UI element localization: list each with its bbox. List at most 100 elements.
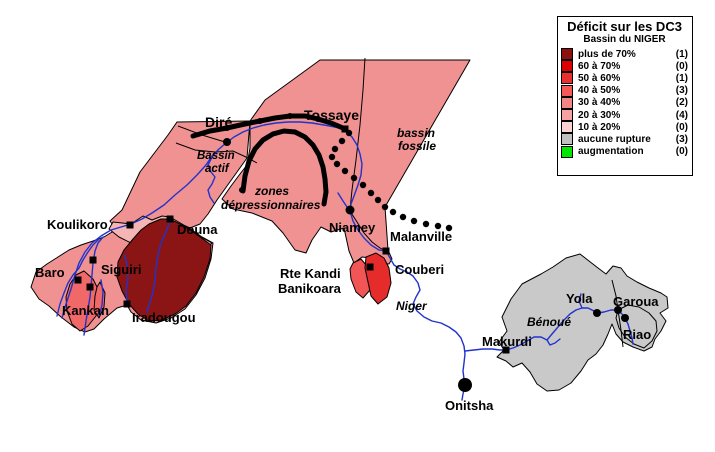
- river-benoue-tributary: [546, 338, 561, 346]
- city-dot-garoua: [614, 306, 622, 314]
- city-label-couberi: Couberi: [395, 262, 444, 277]
- city-dot-makurdi: [502, 346, 510, 354]
- label-bassin-fossile-line1: bassin: [397, 126, 435, 140]
- river-tributary-east: [124, 254, 129, 303]
- legend-count: (3): [675, 85, 688, 97]
- legend-row: 30 à 40% (2): [561, 96, 688, 109]
- city-dot-couberi: [366, 263, 374, 271]
- legend-label: 20 à 30%: [578, 109, 621, 121]
- legend-label: plus de 70%: [578, 48, 636, 60]
- city-label-koulikoro: Koulikoro: [47, 217, 108, 232]
- legend-swatch-60-70-icon: [561, 60, 573, 73]
- legend-count: (3): [675, 133, 688, 145]
- legend-swatch-30-40-icon: [561, 96, 573, 109]
- legend-label: 60 à 70%: [578, 60, 621, 72]
- route-label-line1: Rte Kandi: [280, 266, 341, 281]
- legend-swatch-50-60-icon: [561, 72, 573, 85]
- boundary-tossaye-niamey: [349, 57, 366, 211]
- legend-subtitle: Bassin du NIGER: [583, 34, 666, 45]
- label-river-benoue: Bénoué: [527, 315, 571, 329]
- limit-arc-depression-zones: [240, 128, 329, 207]
- city-dot-yola: [593, 309, 601, 317]
- city-label-tossaye: Tossaye: [304, 107, 359, 123]
- legend-count: (4): [675, 109, 688, 121]
- label-bassin-actif-line2: actif: [205, 163, 230, 175]
- region-siguiri-deficit-70: [116, 218, 212, 322]
- city-label-douna: Douna: [177, 222, 218, 237]
- river-niger-main: [61, 121, 466, 401]
- legend-row: aucune rupture (3): [561, 133, 688, 146]
- city-label-malanville: Malanville: [390, 229, 452, 244]
- city-dot-siguiri: [89, 256, 97, 264]
- route-label-line2: Banikoara: [278, 281, 342, 296]
- city-label-kankan: Kankan: [62, 303, 109, 318]
- city-dot-douna: [166, 215, 174, 223]
- city-markers: [74, 125, 629, 392]
- legend-label: augmentation: [578, 146, 644, 158]
- river-dire-lakes: [207, 149, 219, 204]
- city-dot-koulikoro: [126, 221, 134, 229]
- legend-swatch-augmentation-icon: [561, 145, 573, 158]
- label-zones-line2: dépressionnaires: [221, 198, 321, 212]
- city-label-niamey: Niamey: [329, 220, 376, 235]
- benoue-internal-boundary-riao: [615, 304, 658, 349]
- legend-count: (0): [675, 121, 688, 133]
- legend-row: 20 à 30% (4): [561, 109, 688, 122]
- city-dot-malanville: [382, 247, 390, 255]
- legend-row: 40 à 50% (3): [561, 84, 688, 97]
- city-dot-riao: [621, 314, 629, 322]
- legend-title: Déficit sur les DC3: [567, 19, 682, 34]
- city-dot-dire: [223, 138, 231, 146]
- city-labels: Diré Tossaye Koulikoro Douna Baro Siguir…: [35, 107, 659, 413]
- legend-row: plus de 70% (1): [561, 48, 688, 61]
- city-label-makurdi: Makurdi: [482, 334, 532, 349]
- legend-row: augmentation (0): [561, 145, 688, 158]
- region-active-basin-band: [109, 120, 251, 232]
- legend-swatch-no-rupture-icon: [561, 133, 573, 146]
- city-dot-tossaye: [341, 125, 349, 133]
- limit-dotted-line: [224, 113, 453, 232]
- city-label-riao: Riao: [623, 327, 651, 342]
- city-label-baro: Baro: [35, 265, 65, 280]
- city-dot-baro: [74, 276, 82, 284]
- boundary-niamey-malanville: [349, 210, 387, 252]
- legend-row: 60 à 70% (0): [561, 60, 688, 73]
- limit-line-dire-tossaye: [190, 113, 346, 139]
- legend-row: 50 à 60% (1): [561, 72, 688, 85]
- geo-annotations: Bassin actif zones dépressionnaires bass…: [197, 126, 571, 329]
- legend-swatch-40-50-icon: [561, 84, 573, 97]
- city-dot-onitsha: [458, 378, 472, 392]
- legend-box: Déficit sur les DC3 Bassin du NIGER plus…: [557, 16, 693, 176]
- legend-label: 10 à 20%: [578, 121, 621, 133]
- region-middle-niger-basin: [221, 59, 471, 265]
- legend-label: 40 à 50%: [578, 85, 621, 97]
- city-label-yola: Yola: [566, 291, 593, 306]
- region-benoue-basin: [496, 253, 669, 392]
- label-bassin-actif-line1: Bassin: [197, 150, 235, 162]
- river-milo-kankan: [83, 236, 104, 336]
- legend-row: 10 à 20% (0): [561, 121, 688, 134]
- city-label-dire: Diré: [205, 114, 232, 130]
- legend-swatch-70plus-icon: [561, 48, 573, 61]
- legend-label: 30 à 40%: [578, 97, 621, 109]
- river-tributary-kankan-east: [98, 279, 104, 317]
- city-dot-iradougou: [123, 300, 131, 308]
- legend-count: (1): [675, 72, 688, 84]
- legend-label: aucune rupture: [578, 133, 651, 145]
- city-label-onitsha: Onitsha: [445, 398, 494, 413]
- climatic-limit-lines: [190, 113, 453, 232]
- legend-count: (1): [675, 48, 688, 60]
- legend-count: (2): [675, 97, 688, 109]
- city-dot-niamey: [345, 205, 355, 215]
- city-label-garoua: Garoua: [613, 294, 659, 309]
- city-label-iradougou: Iradougou: [132, 310, 196, 325]
- city-label-siguiri: Siguiri: [101, 262, 141, 277]
- legend-swatch-10-20-icon: [561, 121, 573, 134]
- legend-label: 50 à 60%: [578, 72, 621, 84]
- river-baro-branch: [56, 238, 100, 317]
- label-river-niger: Niger: [396, 299, 428, 313]
- legend-count: (0): [675, 60, 688, 72]
- label-bassin-fossile-line2: fossile: [398, 139, 436, 153]
